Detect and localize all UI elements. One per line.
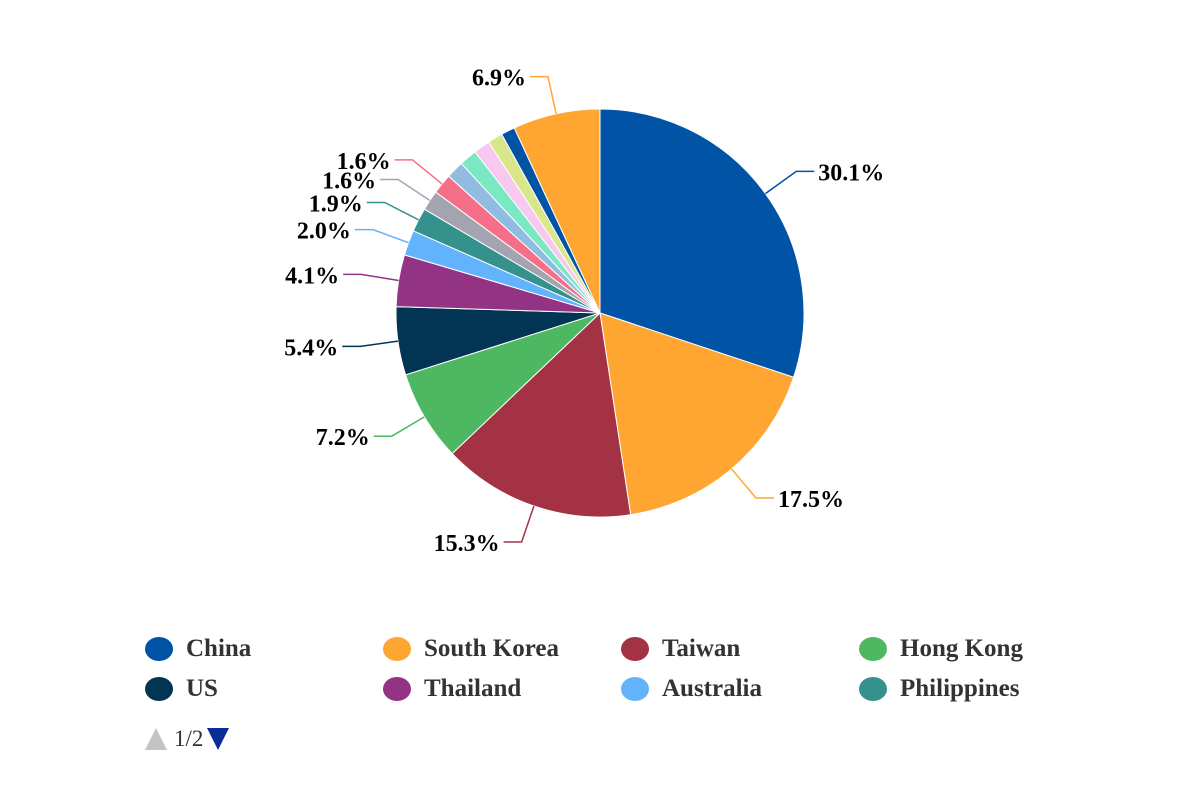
- leader-line: [380, 178, 431, 202]
- legend-label: US: [186, 675, 218, 702]
- leader-line: [730, 468, 775, 499]
- legend-item[interactable]: Thailand: [383, 671, 521, 707]
- legend-label: South Korea: [424, 635, 559, 662]
- leader-line: [764, 170, 815, 195]
- slice-labels: 30.1%17.5%15.3%7.2%5.4%4.1%2.0%1.9%1.6%1…: [284, 66, 884, 557]
- legend-page-down-icon[interactable]: [207, 728, 230, 750]
- legend-label: China: [186, 635, 252, 662]
- slice-label: 1.6%: [337, 149, 391, 175]
- legend-label: Thailand: [424, 675, 522, 702]
- leader-line: [343, 273, 399, 282]
- legend-item[interactable]: US: [145, 671, 218, 707]
- legend-page-up-icon[interactable]: [145, 728, 167, 750]
- legend-label: Philippines: [900, 675, 1020, 702]
- legend-item[interactable]: Hong Kong: [859, 631, 1023, 667]
- legend-label: Australia: [662, 675, 762, 702]
- legend-item[interactable]: Philippines: [859, 671, 1020, 707]
- leader-line: [354, 228, 409, 244]
- slice-label: 1.6%: [322, 169, 376, 195]
- legend-pager: 1/2: [145, 724, 230, 754]
- legend-marker-icon: [145, 677, 173, 701]
- slice-label: 17.5%: [778, 487, 844, 513]
- legend-item[interactable]: South Korea: [383, 631, 559, 667]
- legend-item[interactable]: [383, 711, 424, 716]
- legend-marker-icon: [145, 637, 173, 661]
- legend-marker-icon: [859, 677, 887, 701]
- legend-marker-icon: [383, 677, 411, 701]
- slice-label: 6.9%: [472, 66, 526, 92]
- legend-marker-icon: [859, 637, 887, 661]
- legend-item[interactable]: [859, 711, 900, 716]
- legend-item[interactable]: [621, 711, 662, 716]
- slice-label: 15.3%: [434, 531, 500, 557]
- legend-marker-icon: [383, 637, 411, 661]
- legend-item[interactable]: Taiwan: [621, 631, 740, 667]
- slice-label: 4.1%: [285, 263, 339, 289]
- leader-line: [342, 340, 399, 348]
- chart-legend: China South Korea Taiwan Hong Kong US Thailan…: [145, 631, 1085, 716]
- legend-item[interactable]: Australia: [621, 671, 762, 707]
- legend-marker-icon: [621, 677, 649, 701]
- pie-slice-china[interactable]: [599, 108, 805, 378]
- slice-label: 2.0%: [297, 219, 351, 245]
- slice-label: 1.9%: [309, 191, 363, 217]
- leader-line: [394, 159, 443, 185]
- legend-item[interactable]: China: [145, 631, 251, 667]
- slice-label: 5.4%: [284, 335, 338, 361]
- legend-marker-icon: [621, 637, 649, 661]
- legend-label: Taiwan: [662, 635, 741, 662]
- label-leader-lines: [342, 75, 815, 543]
- leader-line: [366, 201, 419, 221]
- leader-line: [503, 505, 535, 543]
- leader-line: [529, 75, 557, 114]
- pie-slice-south-korea[interactable]: [599, 312, 795, 516]
- pie-slice-taiwan[interactable]: [451, 311, 632, 518]
- leader-line: [373, 416, 425, 437]
- slice-label: 7.2%: [316, 425, 370, 451]
- pie-slices: [395, 108, 805, 518]
- legend-page-indicator: 1/2: [174, 726, 204, 751]
- legend-label: Hong Kong: [900, 635, 1023, 662]
- slice-label: 30.1%: [818, 160, 884, 186]
- legend-item[interactable]: [145, 711, 186, 716]
